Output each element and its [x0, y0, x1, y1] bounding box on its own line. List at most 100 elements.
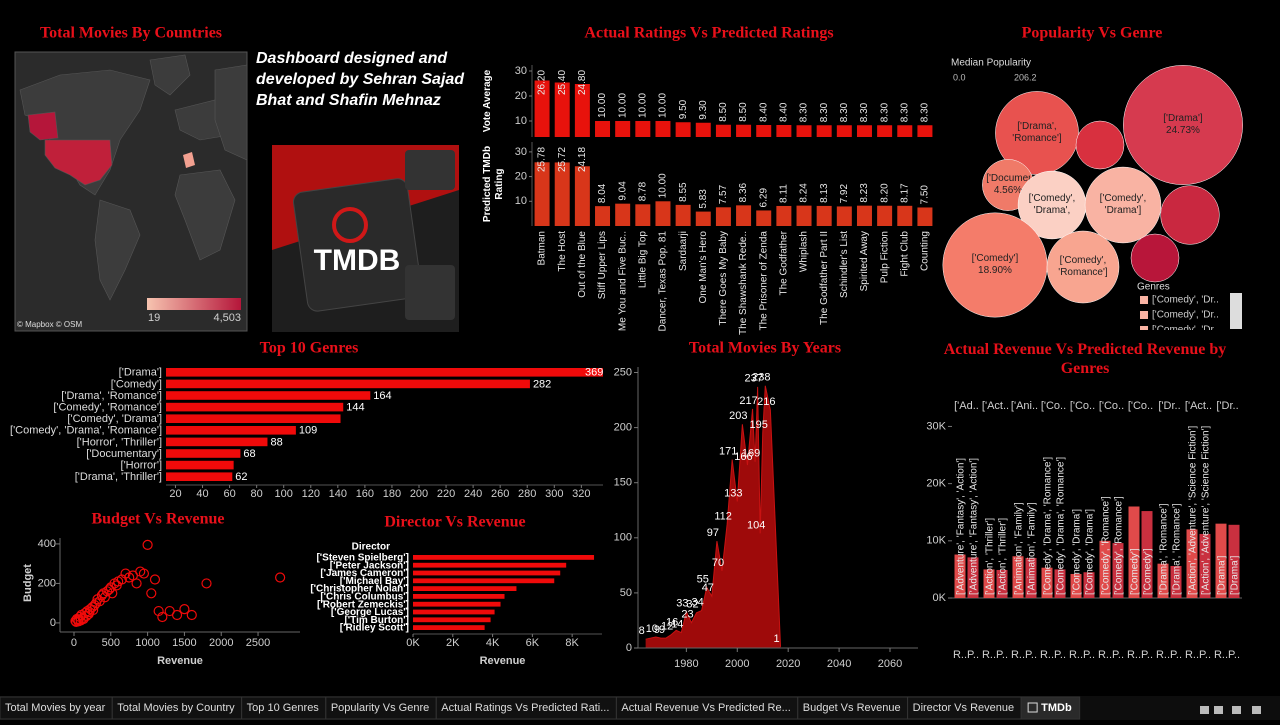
tab-label[interactable]: Director Vs Revenue — [913, 702, 1015, 714]
bar-genre-label: ['Comedy', 'Drama'] — [1085, 509, 1096, 595]
x-tick-label: Batman — [537, 231, 548, 265]
x-tick-label: 80 — [251, 488, 263, 500]
x-tick-label: R.. — [953, 649, 967, 661]
x-tick-label: The Godfather Part II — [819, 231, 830, 325]
bar — [166, 437, 268, 447]
data-label: 70 — [712, 557, 724, 569]
logo-image: TMDB — [272, 145, 459, 332]
tab-label[interactable]: TMDb — [1041, 702, 1072, 714]
y-tick-label: ['Drama'] — [119, 367, 162, 379]
data-label: 216 — [757, 396, 775, 408]
tab-label[interactable]: Total Movies by Country — [117, 702, 235, 714]
bar — [996, 569, 1008, 598]
x-tick-label: Dancer, Texas Pop. 81 — [658, 231, 669, 332]
bar — [1025, 557, 1037, 598]
bubble-category: ['Drama', 'Romance'] — [1012, 121, 1062, 144]
x-tick-label: R.. — [1069, 649, 1083, 661]
bar — [413, 555, 595, 560]
x-tick-label: 2060 — [878, 658, 902, 670]
column-header: Director — [352, 542, 390, 553]
bar — [413, 609, 495, 615]
x-tick-label: Out of the Blue — [577, 231, 588, 298]
y-axis-title-box: Predicted TMDb Rating — [482, 146, 505, 222]
bar — [1054, 569, 1066, 598]
data-label: 10.00 — [637, 93, 648, 118]
point — [153, 605, 164, 617]
point — [142, 539, 153, 551]
x-tick-label: 300 — [545, 488, 563, 500]
column-header: ['Ad.. — [954, 400, 979, 412]
bar — [413, 594, 505, 599]
y-axis-title: Budget — [22, 564, 34, 602]
data-label: 88 — [270, 436, 282, 448]
bar — [756, 125, 772, 137]
bar — [897, 205, 913, 226]
bar-genre-label: ['Comedy'] — [1143, 548, 1154, 595]
data-label: 14 — [671, 618, 683, 630]
bubble-label: ['Drama', 'Romance'] — [1002, 113, 1073, 153]
window-control — [1200, 706, 1209, 714]
tab-label[interactable]: Top 10 Genres — [247, 702, 320, 714]
data-label: 33 — [676, 598, 688, 610]
data-label: 10.00 — [658, 93, 669, 118]
bar-genre-label: ['Comedy', 'Drama', 'Romance'] — [1043, 457, 1054, 595]
tab-label[interactable]: Actual Revenue Vs Predicted Re... — [621, 702, 790, 714]
data-label: 109 — [299, 425, 317, 437]
data-label: 8.55 — [678, 182, 689, 202]
x-tick-label: 40 — [196, 488, 208, 500]
column-header: ['Act.. — [982, 400, 1009, 412]
bar-genre-label: ['Animation', 'Family'] — [1014, 502, 1025, 595]
bar — [695, 211, 711, 226]
point — [149, 574, 161, 585]
chart-title: Top 10 Genres — [260, 340, 359, 357]
point — [131, 578, 142, 589]
legend-item: ['Comedy', 'Dr.. — [1152, 310, 1219, 321]
legend-tick-label: 4,503 — [213, 312, 241, 324]
bubble-label: ['Documentary']4.56% — [986, 165, 1030, 205]
x-tick-label: R.. — [982, 649, 996, 661]
x-tick-label: 280 — [518, 488, 536, 500]
chart-title: Actual Revenue Vs Predicted Revenue by G… — [943, 341, 1227, 377]
data-label: 8.13 — [819, 183, 830, 203]
bar — [776, 205, 792, 226]
data-label: 10.00 — [658, 173, 669, 198]
tab-label[interactable]: Popularity Vs Genre — [331, 702, 429, 714]
legend-item: ['Comedy', 'Dr.. — [1152, 325, 1219, 336]
data-label: 47 — [702, 582, 714, 594]
tab-label[interactable]: Actual Ratings Vs Predicted Rati... — [441, 702, 609, 714]
y-tick-label: 30 — [515, 65, 527, 77]
y-tick-label: 200 — [614, 422, 632, 434]
point — [116, 574, 127, 585]
bubble — [1075, 120, 1125, 170]
x-tick-label: Spirited Away — [859, 231, 870, 291]
bubble-label-box: ['Comedy', 'Drama'] — [1099, 193, 1147, 216]
y-tick-label: ['Horror', 'Thriller'] — [77, 436, 162, 448]
tab-label[interactable]: Budget Vs Revenue — [803, 702, 901, 714]
bar — [836, 206, 852, 226]
data-label: 8.30 — [920, 102, 931, 122]
map-attribution: © Mapbox © OSM — [17, 320, 82, 329]
y-tick-label: 0K — [933, 592, 947, 604]
point — [275, 572, 286, 583]
bar — [917, 207, 933, 226]
bubble-label-box: ['Documentary']4.56% — [986, 165, 1030, 205]
bar — [554, 82, 570, 137]
data-label: 166 — [734, 451, 752, 463]
x-tick-label: 2000 — [725, 658, 749, 670]
data-label: 8.50 — [738, 102, 749, 122]
bar — [166, 368, 603, 377]
bubble-label: ['Drama'] 24.73% — [1132, 105, 1233, 145]
bubble-category: ['Comedy', 'Drama'] — [1099, 193, 1147, 216]
y-tick-label: ['Horror'] — [121, 460, 162, 472]
bar-genre-label: ['Action', 'Thriller'] — [985, 518, 996, 595]
bar — [413, 625, 485, 630]
bar — [877, 125, 893, 137]
data-label: 9.04 — [617, 181, 628, 201]
y-tick-label: 250 — [614, 366, 632, 378]
point — [107, 588, 118, 599]
y-tick-label: ['Tim Burton'] — [344, 615, 409, 626]
x-tick-label: Stiff Upper Lips — [597, 231, 608, 299]
data-label: 203 — [729, 410, 747, 422]
tab-label[interactable]: Total Movies by year — [5, 702, 106, 714]
bubble — [1084, 166, 1162, 244]
